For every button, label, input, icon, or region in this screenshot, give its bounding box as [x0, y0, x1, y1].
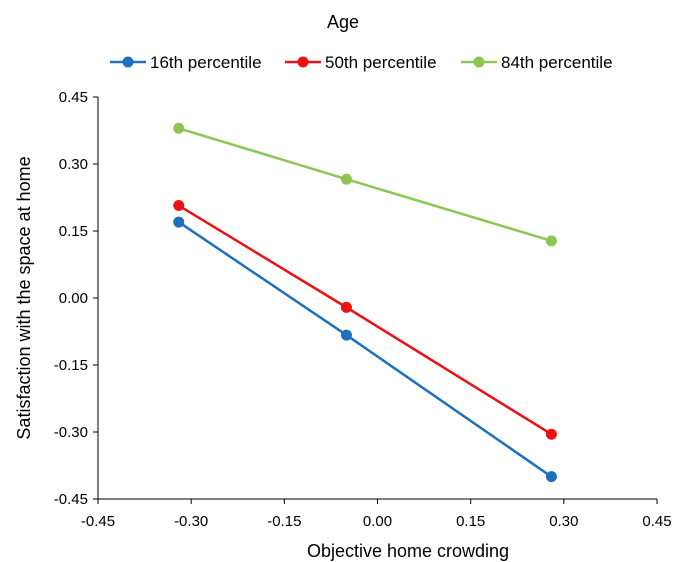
chart-title: Age [327, 12, 359, 32]
data-point [545, 235, 557, 247]
legend-item: 84th percentile [461, 53, 613, 72]
series-line [178, 127, 552, 243]
data-point [340, 301, 352, 313]
axes [97, 97, 657, 500]
y-tick-label: 0.00 [59, 290, 88, 307]
legend-swatch-marker [297, 56, 309, 68]
legend-item: 16th percentile [110, 53, 262, 72]
legend-swatch-marker [122, 56, 134, 68]
x-tick-label: -0.30 [174, 513, 208, 530]
x-tick-label: -0.45 [81, 513, 115, 530]
data-point [340, 173, 352, 185]
x-tick-label: 0.45 [642, 513, 671, 530]
y-ticks: 0.45 0.30 0.15 0.00 -0.15 -0.30 -0.45 [54, 89, 98, 508]
plot-series [173, 122, 557, 483]
data-point [173, 200, 185, 212]
y-tick-label: 0.45 [59, 89, 88, 106]
y-tick-label: -0.30 [54, 424, 88, 441]
y-axis-label: Satisfaction with the space at home [14, 156, 34, 439]
x-ticks: -0.45 -0.30 -0.15 0.00 0.15 0.30 0.45 [81, 499, 672, 530]
x-tick-label: 0.15 [456, 513, 485, 530]
y-tick-label: 0.15 [59, 223, 88, 240]
y-tick-label: -0.45 [54, 491, 88, 508]
data-point [173, 216, 185, 228]
series-1 [173, 216, 557, 483]
legend: 16th percentile 50th percentile 84th perce… [110, 53, 613, 72]
x-tick-label: -0.15 [267, 513, 301, 530]
series-3 [173, 122, 557, 247]
legend-swatch-marker [473, 56, 485, 68]
data-point [340, 329, 352, 341]
data-point [545, 428, 557, 440]
data-point [545, 471, 557, 483]
legend-label: 84th percentile [501, 53, 613, 72]
y-tick-label: -0.15 [54, 357, 88, 374]
y-tick-label: 0.30 [59, 156, 88, 173]
legend-label: 16th percentile [150, 53, 262, 72]
series-line [178, 221, 553, 478]
x-tick-label: 0.00 [363, 513, 392, 530]
legend-item: 50th percentile [285, 53, 437, 72]
data-point [173, 122, 185, 134]
x-tick-label: 0.30 [549, 513, 578, 530]
x-axis-label: Objective home crowding [307, 541, 509, 561]
legend-label: 50th percentile [325, 53, 437, 72]
series-line [178, 204, 553, 436]
series-2 [173, 200, 557, 440]
